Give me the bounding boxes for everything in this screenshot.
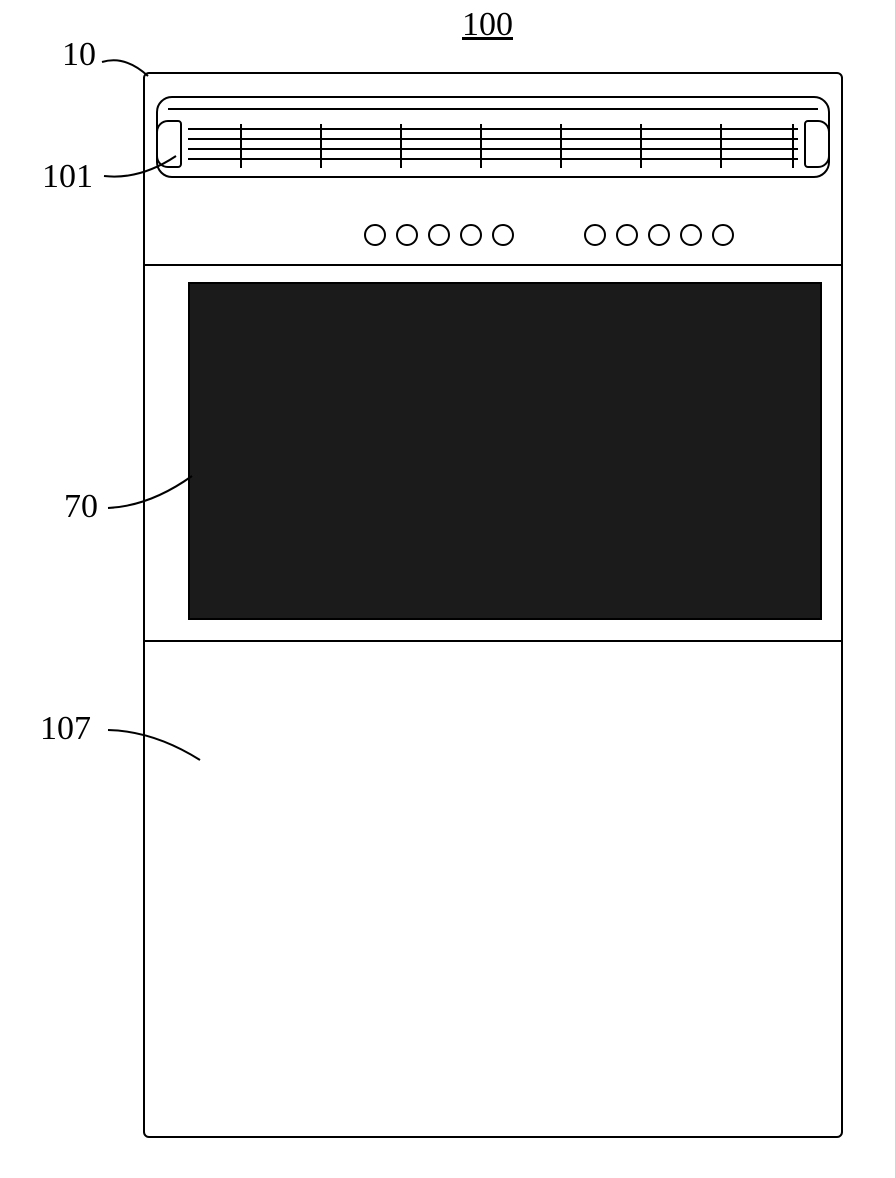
vent-divider (560, 124, 562, 168)
indicator-dot (396, 224, 418, 246)
divider-upper (143, 264, 843, 266)
vent-divider (792, 124, 794, 168)
indicator-dot (616, 224, 638, 246)
vent-divider (480, 124, 482, 168)
indicator-dot (428, 224, 450, 246)
vent-slat (188, 148, 798, 150)
lead-10 (102, 60, 148, 76)
vent-slat (188, 128, 798, 130)
vent-slat (188, 138, 798, 140)
ref-label-70: 70 (64, 488, 98, 526)
figure-number-100: 100 (462, 6, 513, 44)
indicator-dot (712, 224, 734, 246)
vent-slat (188, 158, 798, 160)
ref-label-10: 10 (62, 36, 96, 74)
vent-divider (640, 124, 642, 168)
vent-top-edge (168, 108, 818, 110)
indicator-dot (364, 224, 386, 246)
ref-label-107: 107 (40, 710, 91, 748)
vent-left-cap (156, 120, 182, 168)
indicator-dot (680, 224, 702, 246)
indicator-dot (584, 224, 606, 246)
divider-lower (143, 640, 843, 642)
indicator-dot (460, 224, 482, 246)
vent-right-cap (804, 120, 830, 168)
vent-divider (240, 124, 242, 168)
indicator-dot (492, 224, 514, 246)
indicator-dot (648, 224, 670, 246)
grille-mesh (188, 282, 822, 620)
vent-divider (400, 124, 402, 168)
ref-label-101: 101 (42, 158, 93, 196)
vent-divider (320, 124, 322, 168)
vent-divider (720, 124, 722, 168)
